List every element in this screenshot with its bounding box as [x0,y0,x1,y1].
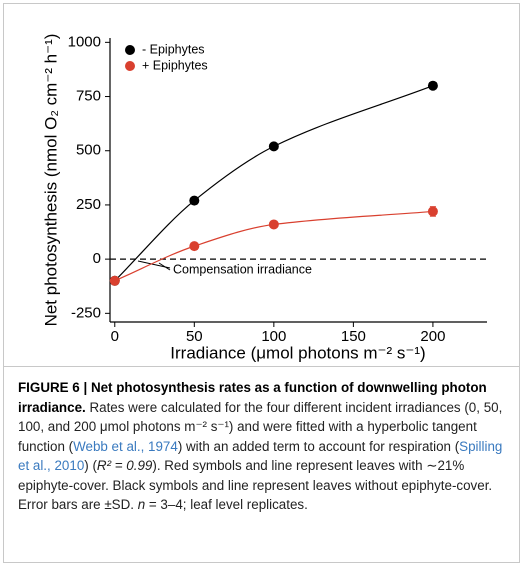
caption-text: Rates were calculated for the four diffe… [18,399,503,454]
x-tick-label: 150 [341,328,366,345]
caption: FIGURE 6 | Net photosynthesis rates as a… [18,378,510,515]
y-axis-title: Net photosynthesis (nmol O₂ cm⁻² h⁻¹) [41,34,60,327]
annotation: Compensation irradiance [173,262,312,276]
caption-text: n [137,497,146,512]
x-tick-label: 50 [186,328,203,345]
x-tick-label: 0 [111,328,119,345]
y-tick-label: 1000 [68,33,101,50]
data-point [189,241,200,252]
legend-label: - Epiphytes [142,42,205,56]
citation-link[interactable]: Spilling et al., 2010 [18,438,503,474]
x-axis-title: Irradiance (μmol photons m⁻² s⁻¹) [170,343,425,362]
y-tick-label: 750 [76,88,101,105]
y-tick-label: 250 [76,196,101,213]
figure-border [3,3,520,563]
caption-text: ) with an added term to account for resp… [177,438,460,454]
data-point [109,275,120,286]
y-tick-label: -250 [71,304,101,321]
legend-marker [125,61,135,71]
y-tick-label: 500 [76,142,101,159]
citation-link[interactable]: Webb et al., 1974 [73,438,178,454]
legend-label: + Epiphytes [142,58,208,72]
fit-line [114,210,433,282]
caption-text: ). Red symbols and line represent leaves… [18,458,493,512]
data-point [427,80,438,91]
annotation-arrow [158,262,171,271]
x-tick-label: 200 [420,328,445,345]
data-point [268,141,279,152]
caption-text: = 3–4; leaf level replicates. [145,497,308,512]
caption-title: FIGURE 6 | Net photosynthesis rates as a… [18,380,487,415]
caption-text: R² = 0.99 [96,458,153,473]
data-point [268,219,279,230]
x-tick-label: 100 [261,328,286,345]
caption-text: ) ( [84,458,97,473]
y-tick-label: 0 [93,250,101,267]
data-point [189,195,200,206]
fit-line [114,85,434,282]
legend-marker [125,45,135,55]
data-point [427,206,438,217]
